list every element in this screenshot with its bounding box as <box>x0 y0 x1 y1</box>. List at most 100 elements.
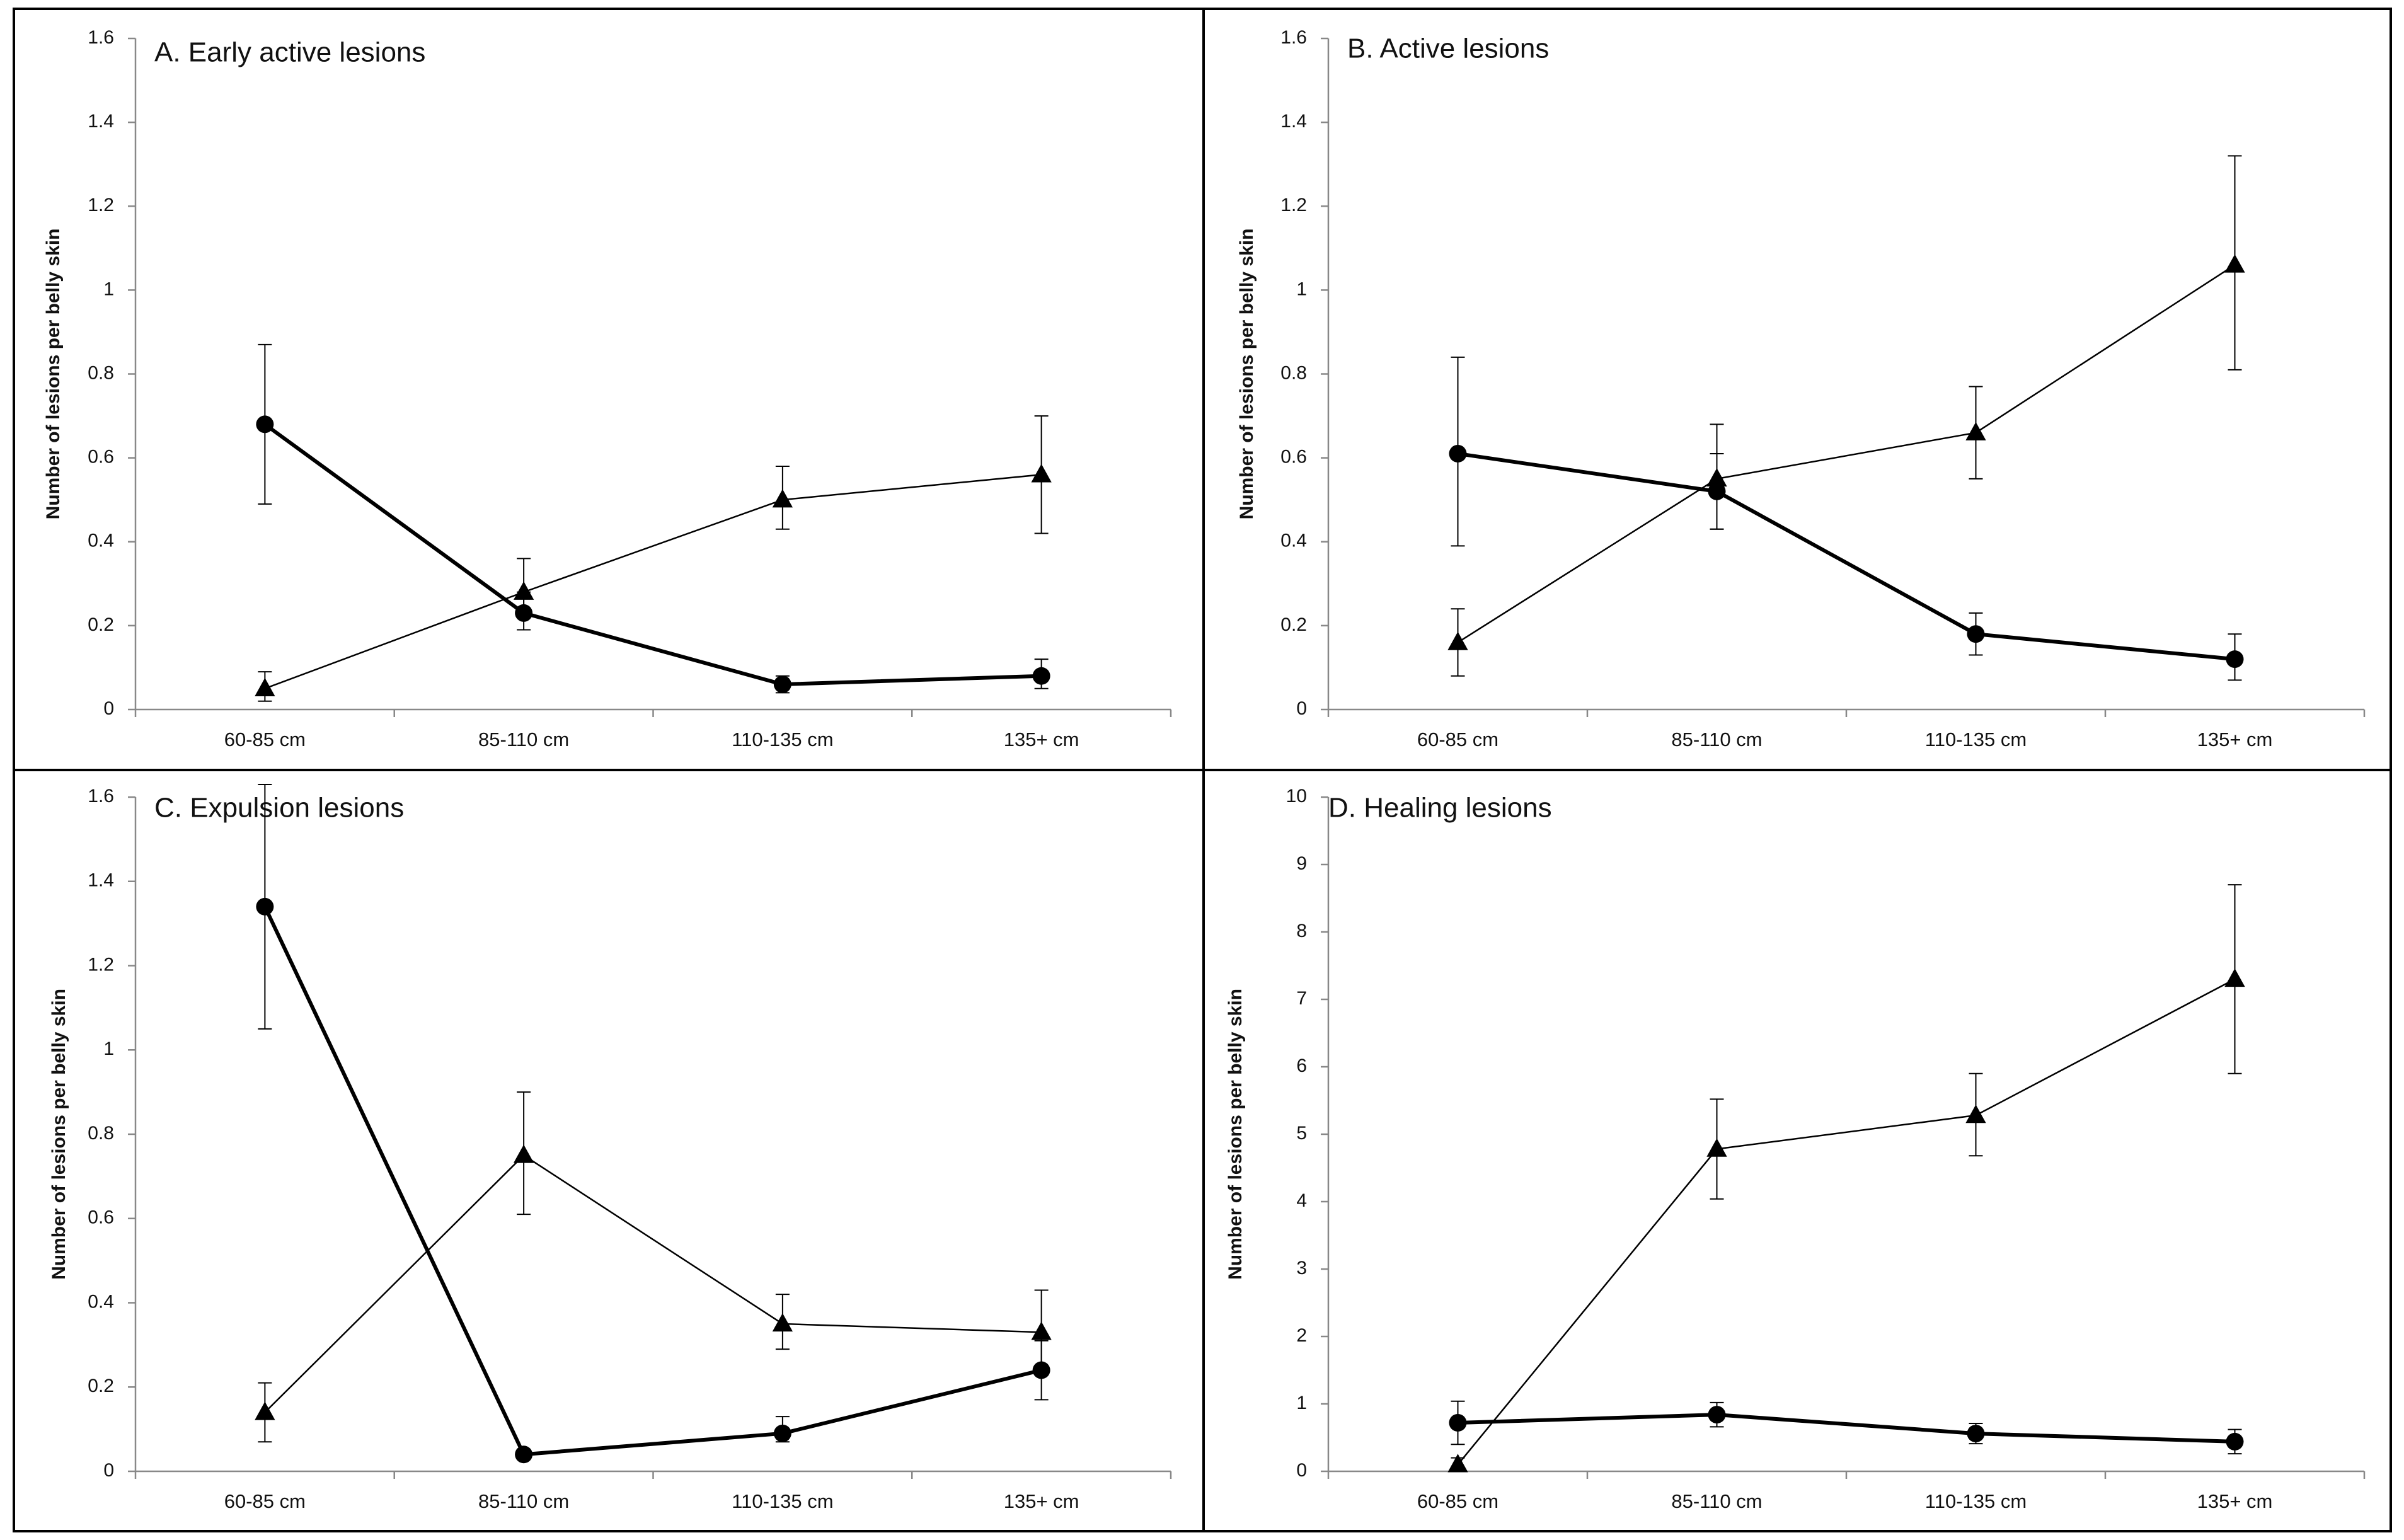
y-tick-label: 1 <box>1296 279 1307 299</box>
y-tick-label: 0.6 <box>1280 447 1307 468</box>
x-tick-label: 85-110 cm <box>478 1490 569 1512</box>
y-axis-title: Number of lesions per belly skin <box>49 989 69 1280</box>
x-tick-label: 110-135 cm <box>1925 728 2027 750</box>
y-tick-label: 2 <box>1296 1325 1307 1346</box>
panel-frame <box>13 769 1205 1532</box>
series-line <box>263 905 1042 1457</box>
series-circle <box>256 783 1050 1464</box>
chart-title: A. Early active lesions <box>154 37 425 68</box>
data-point-triangle <box>2224 254 2245 273</box>
series-circle <box>1449 1400 2244 1455</box>
data-point-triangle <box>255 677 275 696</box>
data-point-circle <box>256 415 274 434</box>
x-tick-label: 135+ cm <box>2197 1490 2273 1512</box>
data-point-circle <box>256 897 274 916</box>
data-point-triangle <box>1447 631 1468 650</box>
panel-frame <box>1202 769 2392 1532</box>
x-tick-label: 110-135 cm <box>732 728 833 750</box>
data-point-triangle <box>1965 422 1986 440</box>
series-circle <box>1449 356 2244 681</box>
panel-frame <box>13 8 1205 771</box>
data-point-circle <box>773 675 791 694</box>
series-line <box>264 1154 1042 1413</box>
chart-title: D. Healing lesions <box>1328 793 1552 824</box>
x-tick-label: 60-85 cm <box>224 1490 306 1512</box>
y-tick-label: 0.2 <box>1280 614 1307 635</box>
y-tick-label: 10 <box>1286 786 1307 807</box>
series-line <box>264 474 1042 689</box>
y-tick-label: 0.6 <box>88 1207 114 1228</box>
x-tick-label: 60-85 cm <box>1417 1490 1498 1512</box>
y-tick-label: 4 <box>1296 1190 1307 1211</box>
series-triangle <box>255 1091 1052 1443</box>
data-point-triangle <box>1447 1454 1468 1473</box>
y-tick-label: 0.8 <box>88 362 114 383</box>
y-tick-label: 5 <box>1296 1123 1307 1144</box>
y-tick-label: 0.2 <box>88 1376 114 1396</box>
chart-title: C. Expulsion lesions <box>154 793 404 824</box>
data-point-triangle <box>1031 1321 1052 1340</box>
y-tick-label: 0.2 <box>88 614 114 635</box>
series-line <box>1458 452 2235 662</box>
data-point-triangle <box>772 489 793 508</box>
x-tick-label: 110-135 cm <box>1925 1490 2027 1512</box>
x-tick-label: 60-85 cm <box>224 728 306 750</box>
chart-panel-b: B. Active lesions Number of lesions per b… <box>1236 27 2366 750</box>
x-tick-label: 135+ cm <box>2197 728 2273 750</box>
x-tick-label: 110-135 cm <box>732 1490 833 1512</box>
series-line <box>263 422 1042 687</box>
x-tick-label: 85-110 cm <box>1671 728 1762 750</box>
data-point-circle <box>1967 1425 1985 1443</box>
y-tick-label: 3 <box>1296 1258 1307 1279</box>
data-point-circle <box>515 1445 533 1464</box>
chart-panel-a: A. Early active lesions Number of lesions… <box>43 27 1172 750</box>
data-point-circle <box>773 1424 791 1442</box>
y-tick-label: 1.2 <box>88 954 114 975</box>
y-tick-label: 0.8 <box>1280 362 1307 383</box>
chart-panel-d: D. Healing lesions Number of lesions per … <box>1225 786 2366 1512</box>
data-point-triangle <box>255 1401 275 1420</box>
y-tick-label: 0.6 <box>88 447 114 468</box>
y-tick-label: 1.2 <box>88 195 114 215</box>
data-point-circle <box>1449 1413 1467 1432</box>
data-point-triangle <box>772 1313 793 1332</box>
y-tick-label: 0.8 <box>88 1123 114 1144</box>
data-point-triangle <box>513 581 534 600</box>
data-point-triangle <box>2224 968 2245 987</box>
y-axis-title: Number of lesions per belly skin <box>43 229 64 520</box>
y-tick-label: 6 <box>1296 1055 1307 1076</box>
data-point-triangle <box>1965 1105 1986 1123</box>
data-point-triangle <box>513 1144 534 1163</box>
y-tick-label: 1 <box>103 1038 114 1059</box>
y-tick-label: 0 <box>103 1460 114 1481</box>
y-tick-label: 8 <box>1296 921 1307 941</box>
data-point-circle <box>2226 650 2244 669</box>
y-tick-label: 1.6 <box>88 786 114 807</box>
y-tick-label: 1 <box>1296 1393 1307 1413</box>
series-circle <box>256 343 1050 694</box>
y-tick-label: 1.2 <box>1280 195 1307 215</box>
y-tick-label: 7 <box>1296 988 1307 1009</box>
data-point-circle <box>2226 1432 2244 1451</box>
y-tick-label: 9 <box>1296 853 1307 874</box>
x-tick-label: 85-110 cm <box>1671 1490 1762 1512</box>
x-tick-label: 135+ cm <box>1004 728 1079 750</box>
y-tick-label: 0 <box>103 698 114 719</box>
data-point-circle <box>1967 625 1985 643</box>
y-axis-title: Number of lesions per belly skin <box>1236 229 1257 520</box>
chart-panel-c: C. Expulsion lesions Number of lesions pe… <box>49 783 1172 1512</box>
series-line <box>1457 978 2236 1466</box>
data-point-circle <box>1449 444 1467 463</box>
y-tick-label: 0 <box>1296 698 1307 719</box>
y-axis-title: Number of lesions per belly skin <box>1225 989 1246 1280</box>
series-triangle <box>1447 884 2245 1473</box>
y-tick-label: 0.4 <box>88 531 114 551</box>
y-tick-label: 1 <box>103 279 114 299</box>
x-tick-label: 85-110 cm <box>478 728 569 750</box>
y-tick-label: 0.4 <box>88 1291 114 1312</box>
data-point-circle <box>1032 667 1050 685</box>
x-tick-label: 135+ cm <box>1004 1490 1079 1512</box>
data-point-triangle <box>1031 464 1052 483</box>
series-line <box>1457 264 2236 643</box>
